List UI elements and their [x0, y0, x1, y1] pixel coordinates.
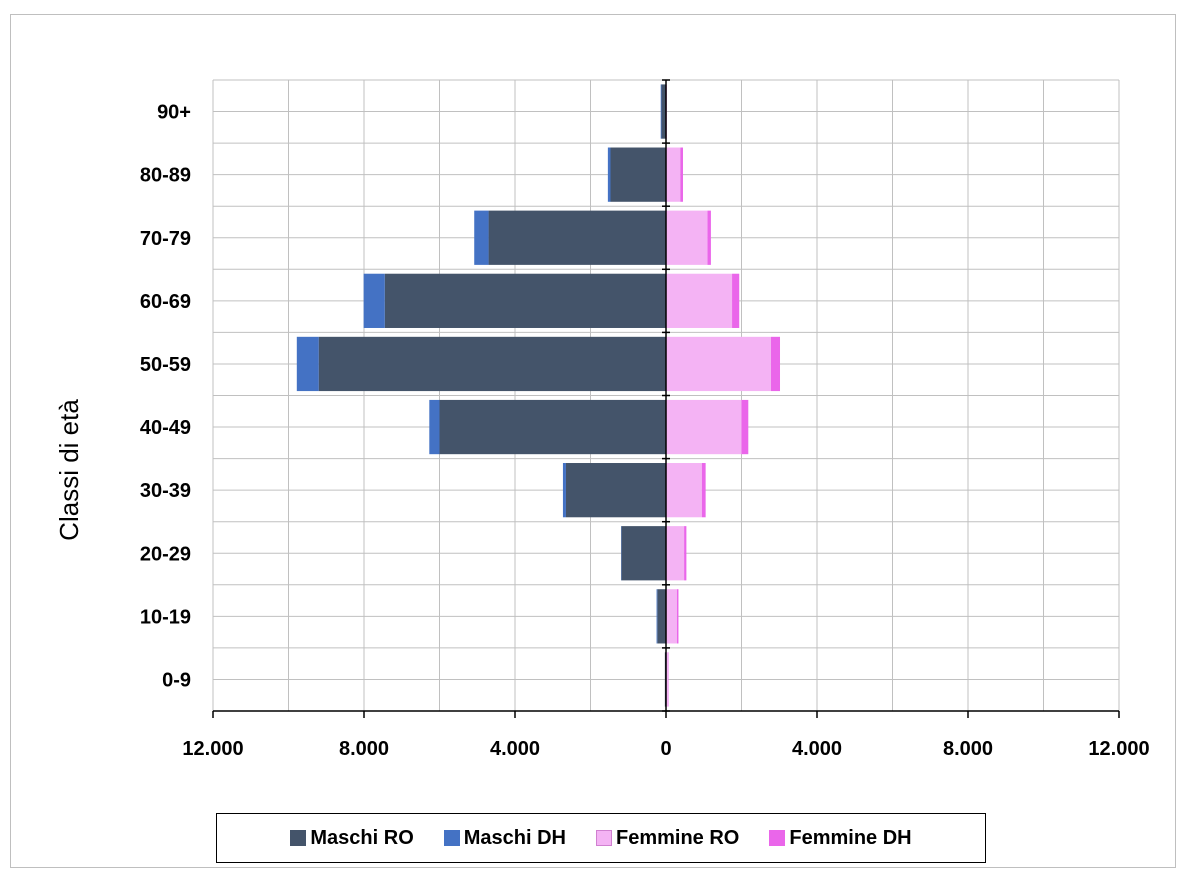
bar-femmine-ro	[666, 399, 742, 455]
bar-femmine-ro	[666, 463, 702, 518]
y-tick-label: 70-79	[140, 228, 191, 250]
bar-maschi-ro	[610, 147, 666, 202]
x-tick-label: 4.000	[792, 738, 842, 760]
bar-maschi-ro	[384, 273, 666, 328]
legend-label: Maschi DH	[463, 826, 566, 849]
bar-maschi-ro	[488, 210, 666, 265]
bar-maschi-dh	[296, 336, 319, 392]
bar-maschi-dh	[474, 210, 489, 265]
bar-femmine-ro	[666, 336, 771, 392]
bar-maschi-ro	[621, 526, 666, 581]
chart-frame	[10, 14, 1176, 868]
bar-femmine-ro	[666, 210, 708, 265]
y-tick-label: 60-69	[140, 291, 191, 313]
y-tick-label: 0-9	[162, 669, 191, 691]
y-tick-label: 50-59	[140, 354, 191, 376]
bar-layer	[296, 84, 781, 707]
bar-femmine-dh	[732, 273, 740, 328]
bar-femmine-dh	[741, 399, 749, 455]
bar-maschi-ro	[661, 84, 666, 139]
bar-maschi-dh	[656, 589, 658, 644]
y-tick-label: 20-29	[140, 543, 191, 565]
legend-swatch-maschi-dh	[443, 830, 460, 846]
bar-femmine-ro	[666, 273, 733, 328]
bar-femmine-ro	[666, 589, 677, 644]
y-axis-title: Classi di età	[54, 399, 84, 541]
bar-maschi-dh	[429, 399, 440, 455]
legend-label: Femmine DH	[789, 826, 912, 849]
y-tick-label: 40-49	[140, 417, 191, 439]
x-tick-label: 0	[660, 738, 671, 760]
bar-maschi-ro	[318, 336, 666, 392]
y-tick-label: 30-39	[140, 480, 191, 502]
y-tick-label: 90+	[157, 102, 191, 124]
y-tick-label: 10-19	[140, 606, 191, 628]
bar-femmine-dh	[676, 589, 679, 644]
bar-maschi-dh	[660, 84, 662, 139]
bar-maschi-dh	[363, 273, 385, 328]
bar-femmine-ro	[666, 147, 681, 202]
legend-item-femmine-ro: Femmine RO	[596, 827, 739, 850]
axis-layer	[212, 79, 1120, 718]
legend-swatch-femmine-ro	[596, 830, 612, 846]
legend-item-maschi-dh: Maschi DH	[443, 826, 566, 850]
legend-item-maschi-ro: Maschi RO	[290, 826, 414, 850]
x-tick-label: 12.000	[1088, 738, 1149, 760]
bar-femmine-dh	[770, 336, 781, 392]
bar-femmine-ro	[666, 652, 669, 707]
bar-femmine-dh	[684, 526, 687, 581]
bar-femmine-dh	[701, 463, 706, 518]
legend-label: Femmine RO	[616, 826, 740, 849]
bar-femmine-dh	[707, 210, 711, 265]
bar-femmine-ro	[666, 526, 685, 581]
legend-item-femmine-dh: Femmine DH	[769, 826, 912, 850]
bar-maschi-ro	[439, 399, 666, 455]
chart-legend: Maschi RO Maschi DH Femmine RO Femmine D…	[216, 813, 986, 863]
legend-swatch-femmine-dh	[769, 830, 786, 846]
bar-maschi-dh	[607, 147, 611, 202]
y-tick-label: 80-89	[140, 165, 191, 187]
legend-swatch-maschi-ro	[290, 830, 307, 846]
bar-maschi-ro	[657, 589, 666, 644]
bar-femmine-dh	[680, 147, 683, 202]
bar-maschi-dh	[562, 463, 566, 518]
x-tick-label: 8.000	[339, 738, 389, 760]
x-tick-label: 4.000	[490, 738, 540, 760]
x-tick-label: 12.000	[182, 738, 243, 760]
legend-label: Maschi RO	[310, 826, 414, 849]
x-tick-label: 8.000	[943, 738, 993, 760]
label-layer: 90+ 80-89 70-79 60-69 50-59 40-49 30-39 20-29 10…	[140, 102, 1150, 760]
bar-maschi-ro	[565, 463, 666, 518]
